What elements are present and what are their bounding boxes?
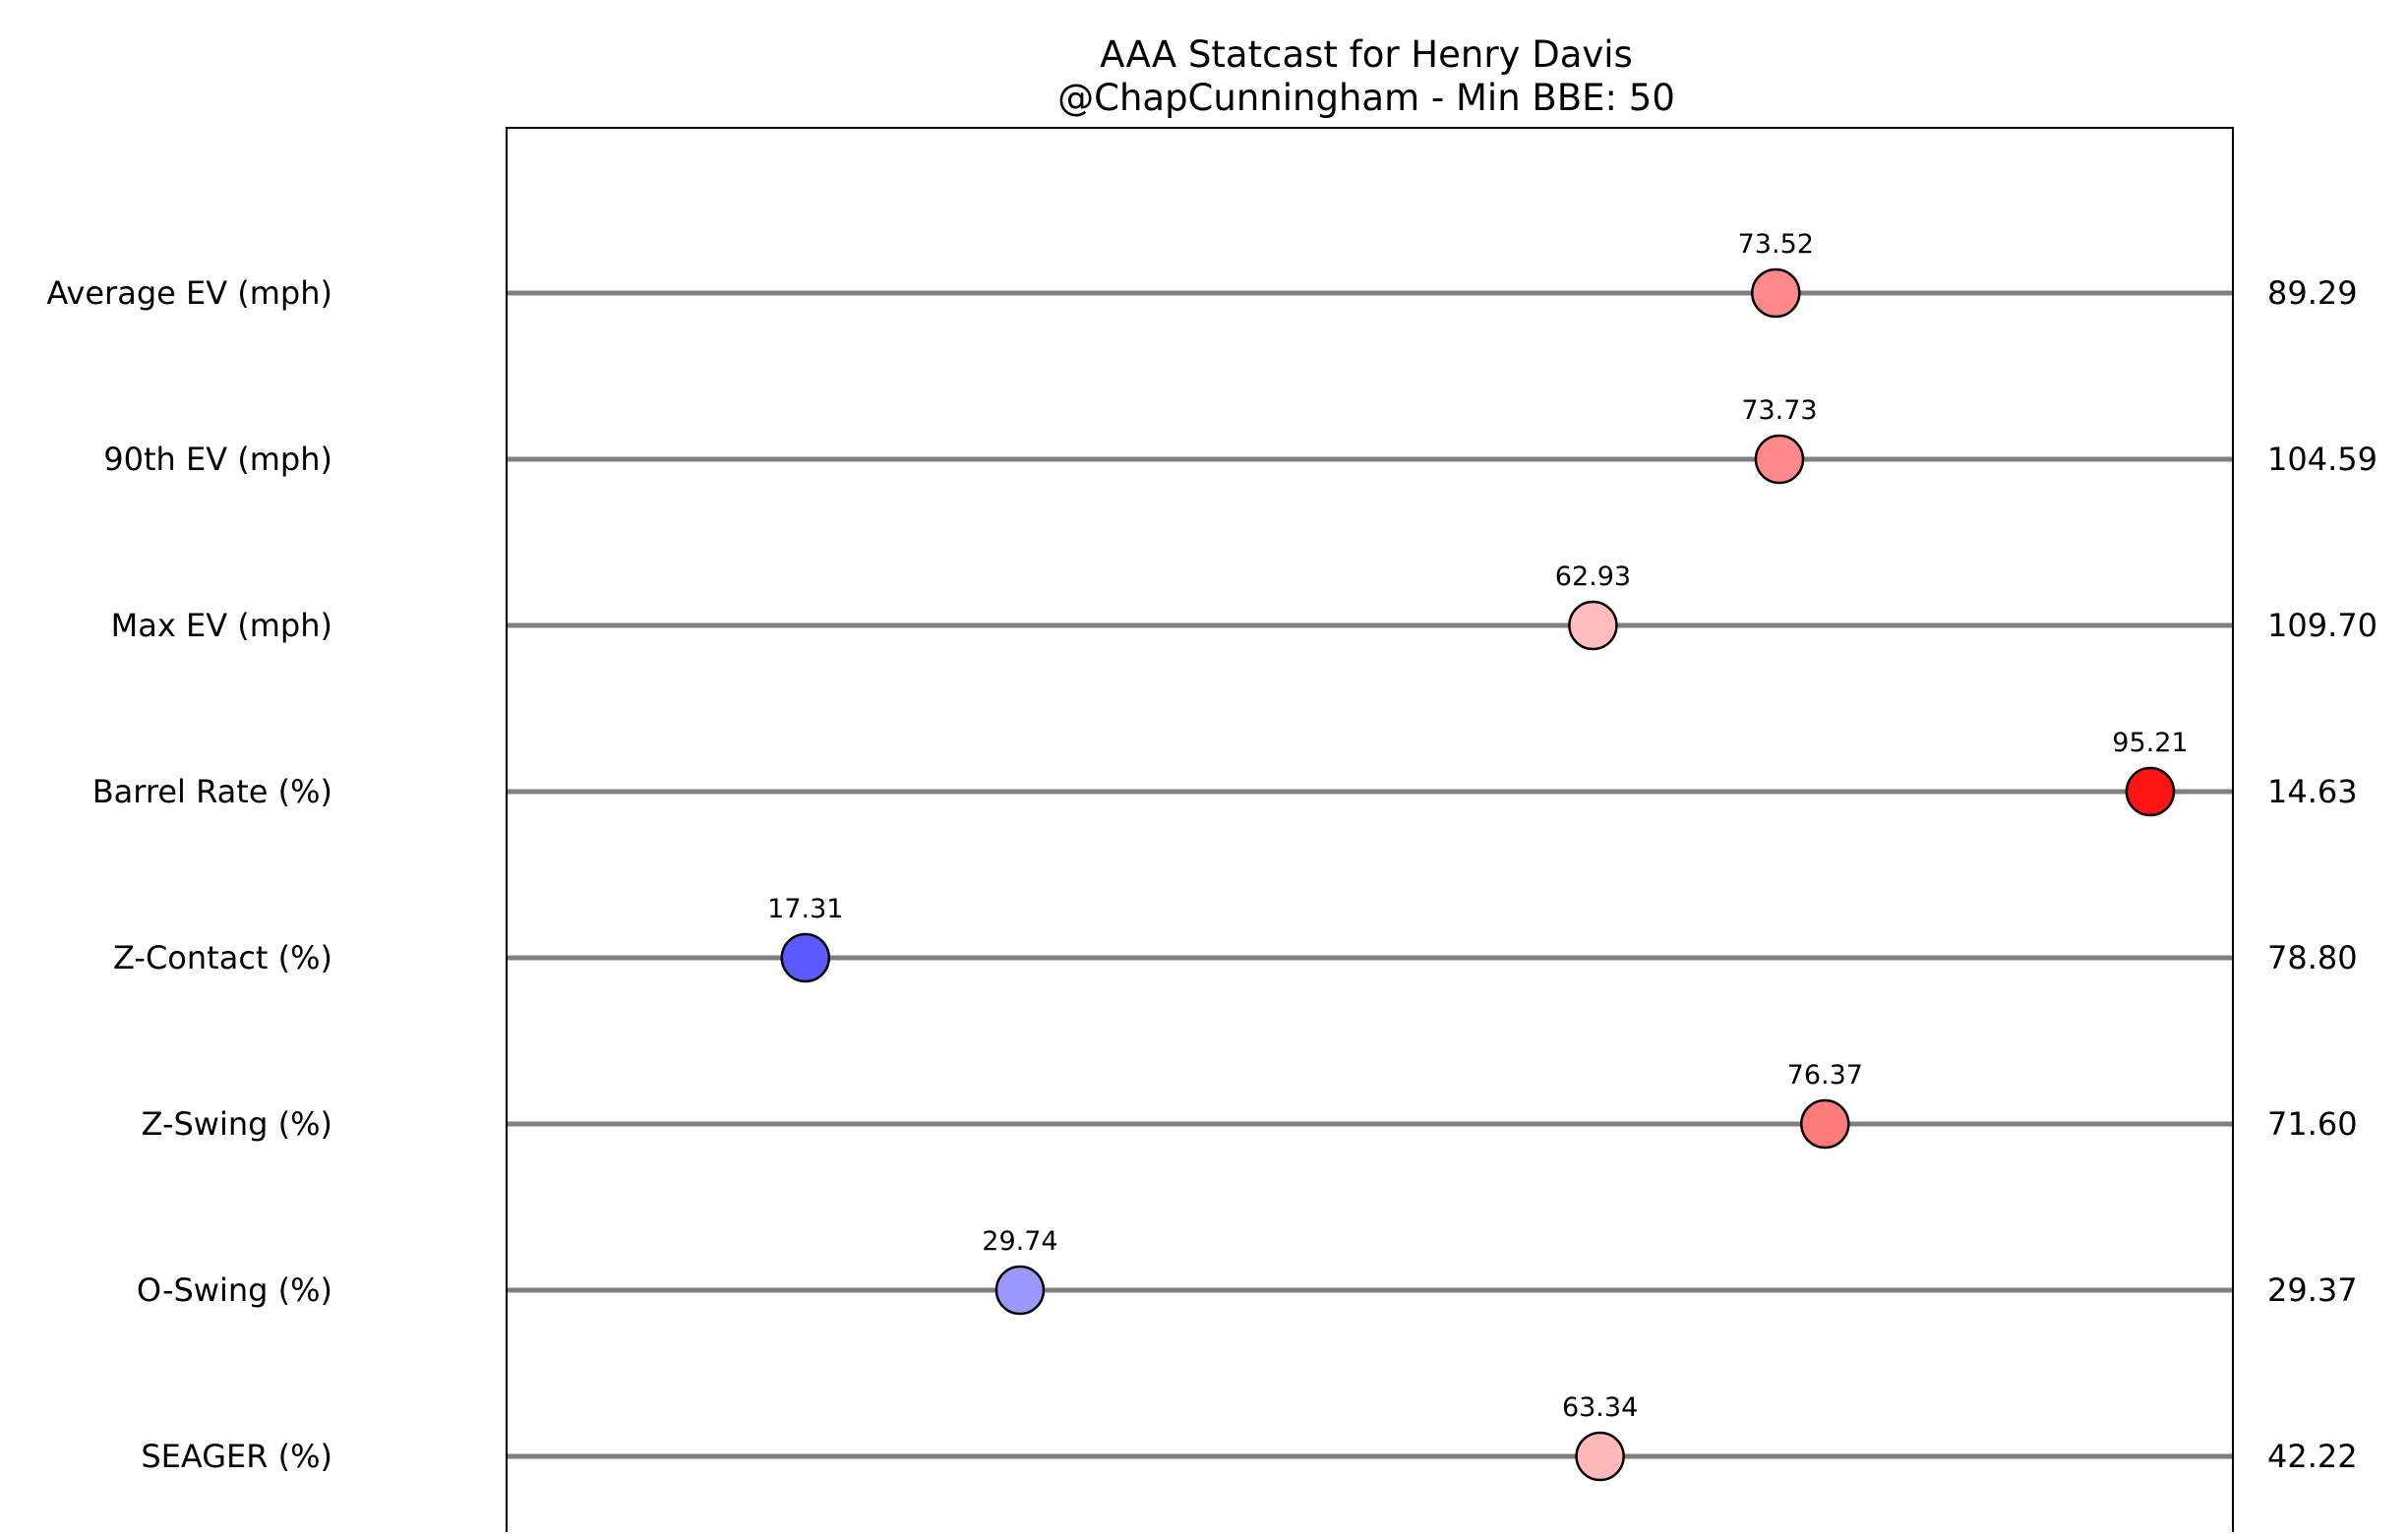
percentile-label: 73.52 — [1738, 229, 1814, 260]
metric-label: Z-Contact (%) — [113, 939, 332, 976]
percentile-label: 95.21 — [2112, 728, 2188, 758]
metric-value: 78.80 — [2267, 939, 2358, 976]
metric-row: 90th EV (mph) 73.73 104.59 — [103, 395, 2378, 485]
metric-value: 71.60 — [2267, 1105, 2358, 1143]
metric-label: Z-Swing (%) — [142, 1105, 332, 1143]
metric-row: SEAGER (%) 63.34 42.22 — [141, 1392, 2358, 1482]
percentile-point — [1754, 434, 1805, 485]
metric-row: Z-Contact (%) 17.31 78.80 — [113, 894, 2358, 983]
percentile-point — [2125, 766, 2176, 817]
percentile-label: 62.93 — [1555, 561, 1631, 592]
metric-row: Barrel Rate (%) 95.21 14.63 — [92, 728, 2358, 817]
metric-value: 89.29 — [2267, 274, 2358, 312]
chart-subtitle: @ChapCunningham - Min BBE: 50 — [1057, 77, 1675, 119]
metric-label: SEAGER (%) — [141, 1438, 332, 1475]
percentile-label: 17.31 — [767, 894, 843, 924]
metric-row: O-Swing (%) 29.74 29.37 — [137, 1226, 2358, 1316]
metric-value: 14.63 — [2267, 773, 2358, 810]
metric-label: Max EV (mph) — [111, 607, 332, 644]
percentile-point — [994, 1265, 1046, 1316]
percentile-point — [1575, 1431, 1625, 1482]
percentile-label: 73.73 — [1741, 395, 1817, 426]
metric-value: 104.59 — [2267, 441, 2378, 478]
percentile-label: 63.34 — [1562, 1392, 1638, 1423]
percentile-label: 76.37 — [1787, 1060, 1863, 1091]
metric-value: 42.22 — [2267, 1438, 2358, 1475]
metric-label: Average EV (mph) — [46, 274, 332, 312]
metric-value: 29.37 — [2267, 1271, 2358, 1309]
chart-title: AAA Statcast for Henry Davis — [1100, 33, 1633, 76]
percentile-point — [1751, 267, 1801, 319]
percentile-point — [1800, 1098, 1850, 1150]
metric-row: Z-Swing (%) 76.37 71.60 — [142, 1060, 2358, 1150]
metric-row: Average EV (mph) 73.52 89.29 — [46, 229, 2358, 319]
metric-value: 109.70 — [2267, 607, 2378, 644]
metric-row: Max EV (mph) 62.93 109.70 — [111, 561, 2378, 651]
rows-layer: Average EV (mph) 73.52 89.29 90th EV (mph) 7… — [46, 229, 2378, 1482]
percentile-point — [780, 932, 831, 983]
percentile-point — [1568, 600, 1618, 651]
metric-label: O-Swing (%) — [137, 1271, 332, 1309]
percentile-label: 29.74 — [982, 1226, 1057, 1257]
metric-label: 90th EV (mph) — [103, 441, 332, 478]
metric-label: Barrel Rate (%) — [92, 773, 332, 810]
plot-frame — [506, 127, 2234, 1536]
